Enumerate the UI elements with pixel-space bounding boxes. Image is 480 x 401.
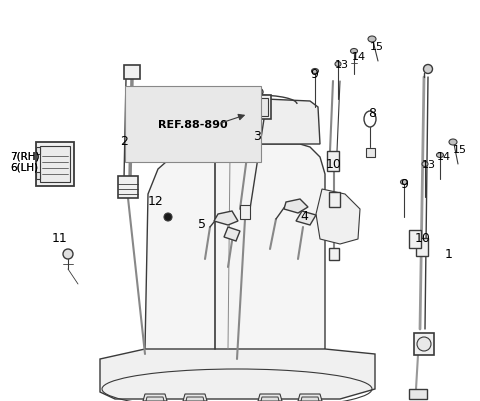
Polygon shape bbox=[195, 100, 320, 145]
Text: 10: 10 bbox=[415, 231, 431, 244]
Polygon shape bbox=[296, 211, 316, 225]
Text: 5: 5 bbox=[198, 217, 206, 231]
Text: 4: 4 bbox=[300, 209, 308, 223]
Text: 15: 15 bbox=[453, 145, 467, 155]
FancyBboxPatch shape bbox=[327, 152, 339, 172]
FancyBboxPatch shape bbox=[245, 96, 271, 120]
FancyBboxPatch shape bbox=[118, 176, 138, 198]
Polygon shape bbox=[261, 397, 279, 401]
Polygon shape bbox=[36, 172, 40, 180]
FancyBboxPatch shape bbox=[36, 143, 74, 186]
FancyBboxPatch shape bbox=[248, 99, 268, 117]
Ellipse shape bbox=[422, 162, 428, 167]
Ellipse shape bbox=[368, 37, 376, 43]
Polygon shape bbox=[183, 394, 207, 401]
FancyBboxPatch shape bbox=[124, 66, 140, 80]
FancyBboxPatch shape bbox=[328, 192, 339, 207]
FancyBboxPatch shape bbox=[365, 148, 374, 157]
Text: 11: 11 bbox=[52, 231, 68, 244]
Text: 14: 14 bbox=[437, 152, 451, 162]
Text: 10: 10 bbox=[326, 158, 342, 170]
Polygon shape bbox=[284, 200, 308, 213]
FancyBboxPatch shape bbox=[416, 239, 428, 256]
Text: 7(RH): 7(RH) bbox=[10, 152, 39, 162]
Ellipse shape bbox=[312, 69, 319, 74]
Text: 3: 3 bbox=[253, 130, 261, 143]
Polygon shape bbox=[100, 349, 375, 399]
Ellipse shape bbox=[253, 89, 263, 97]
Ellipse shape bbox=[400, 180, 408, 185]
Text: 13: 13 bbox=[335, 60, 349, 70]
Ellipse shape bbox=[436, 153, 444, 158]
Ellipse shape bbox=[417, 337, 431, 351]
Polygon shape bbox=[258, 394, 282, 401]
Text: 9: 9 bbox=[310, 68, 318, 81]
Polygon shape bbox=[301, 397, 319, 401]
Ellipse shape bbox=[423, 65, 432, 74]
Polygon shape bbox=[143, 394, 167, 401]
Text: REF.88-890: REF.88-890 bbox=[158, 120, 228, 130]
Polygon shape bbox=[316, 190, 360, 244]
Polygon shape bbox=[36, 148, 40, 155]
FancyBboxPatch shape bbox=[409, 231, 421, 248]
FancyBboxPatch shape bbox=[329, 248, 339, 260]
Polygon shape bbox=[298, 394, 322, 401]
Text: 6(LH): 6(LH) bbox=[10, 162, 38, 172]
Polygon shape bbox=[146, 397, 164, 401]
Text: 15: 15 bbox=[370, 42, 384, 52]
Text: 8: 8 bbox=[368, 107, 376, 120]
Text: 12: 12 bbox=[148, 194, 164, 207]
Text: 14: 14 bbox=[352, 52, 366, 62]
Text: 1: 1 bbox=[445, 247, 453, 260]
Ellipse shape bbox=[63, 249, 73, 259]
Ellipse shape bbox=[164, 213, 172, 221]
FancyBboxPatch shape bbox=[414, 333, 434, 355]
Polygon shape bbox=[145, 145, 325, 359]
Polygon shape bbox=[214, 211, 238, 225]
Text: 2: 2 bbox=[120, 135, 128, 148]
Text: 13: 13 bbox=[422, 160, 436, 170]
Polygon shape bbox=[186, 397, 204, 401]
FancyBboxPatch shape bbox=[240, 205, 250, 219]
Ellipse shape bbox=[350, 49, 358, 55]
Polygon shape bbox=[224, 227, 240, 241]
Ellipse shape bbox=[449, 140, 457, 146]
FancyBboxPatch shape bbox=[409, 389, 427, 399]
Text: 9: 9 bbox=[400, 178, 408, 190]
Text: 6(LH): 6(LH) bbox=[10, 162, 38, 172]
Text: 7(RH): 7(RH) bbox=[10, 152, 39, 162]
Ellipse shape bbox=[364, 112, 376, 128]
FancyBboxPatch shape bbox=[40, 147, 70, 182]
Ellipse shape bbox=[335, 62, 341, 67]
